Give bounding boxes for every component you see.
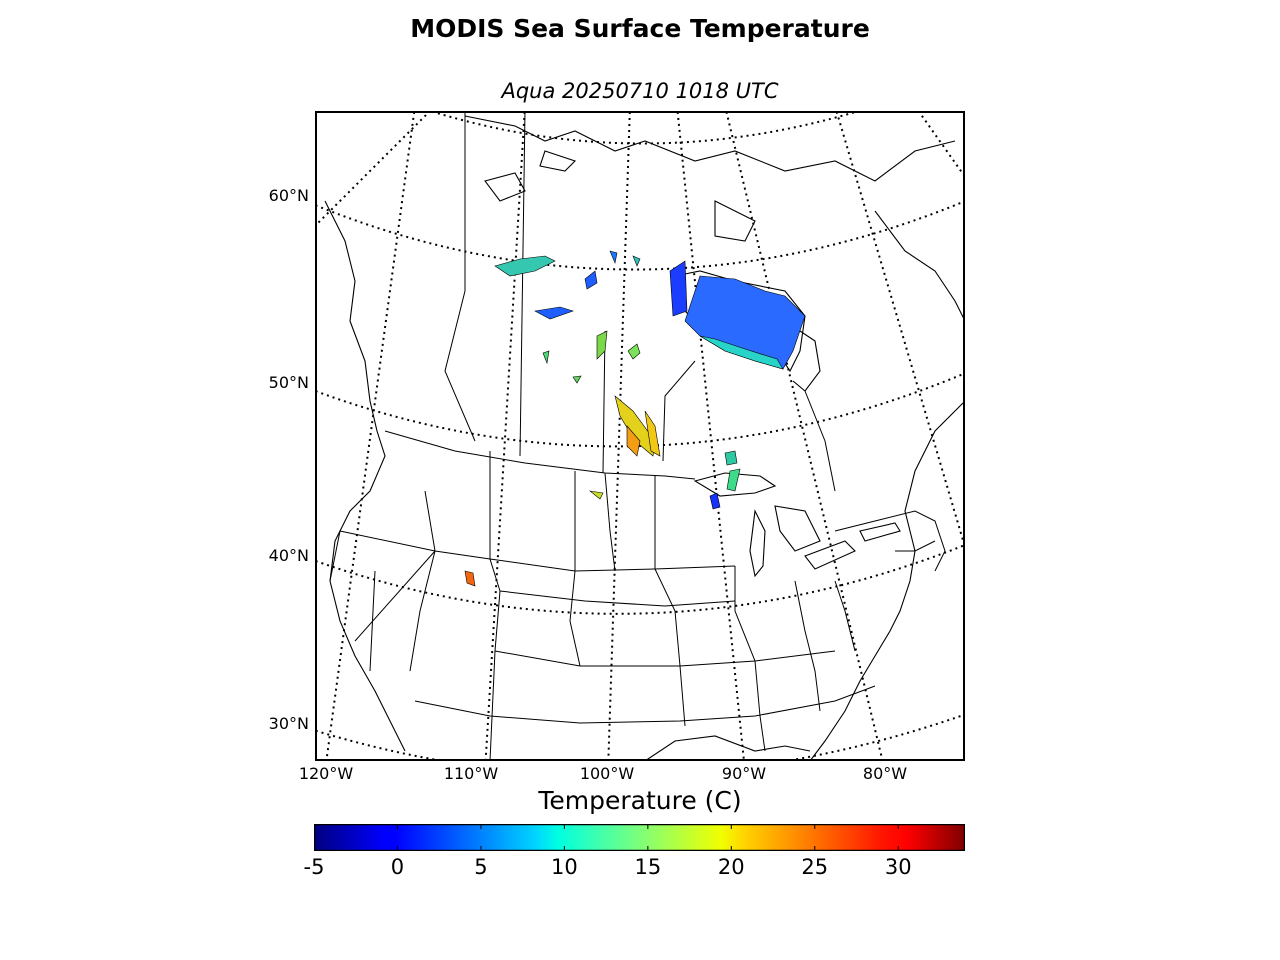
parallel-30n xyxy=(315,713,965,761)
chart-subtitle: Aqua 20250710 1018 UTC xyxy=(501,79,779,103)
colorbar-tick-label: 20 xyxy=(717,855,745,879)
arctic-island-2 xyxy=(484,172,526,202)
sst-data xyxy=(464,250,806,587)
colorbar-tick-label: 30 xyxy=(884,855,912,879)
state-borders-14 xyxy=(604,472,616,572)
sask-manitoba-border xyxy=(602,330,606,474)
lat-label-30n: 30°N xyxy=(268,714,309,733)
colorbar-tick-label: 25 xyxy=(801,855,829,879)
sst-hudson-bay-shelf xyxy=(699,335,784,370)
bc-alberta-border xyxy=(444,111,476,442)
sst-small-4 xyxy=(609,250,618,265)
sst-lake-winnipegosis xyxy=(596,330,608,360)
state-borders-15 xyxy=(354,550,436,642)
map-frame xyxy=(315,111,965,761)
lon-label-120w: 120°W xyxy=(298,764,354,783)
state-borders-16 xyxy=(369,570,376,672)
colorbar-tick-label: 10 xyxy=(551,855,578,879)
state-borders-8 xyxy=(494,650,836,667)
lake-huron xyxy=(774,505,821,552)
arctic-islands xyxy=(464,115,956,182)
sst-great-salt xyxy=(464,570,476,587)
manitoba-ontario-border xyxy=(662,360,696,462)
parallel-40n xyxy=(315,543,965,615)
sst-reindeer xyxy=(584,270,598,290)
arctic-island-3 xyxy=(539,150,577,172)
colorbar-tick-label: 0 xyxy=(390,855,405,879)
sst-cedar xyxy=(627,343,641,360)
lat-label-40n: 40°N xyxy=(268,546,309,565)
colorbar-tick-label: 5 xyxy=(474,855,488,879)
alberta-sask-border xyxy=(519,111,526,457)
sst-great-slave xyxy=(494,255,556,277)
sst-lake-superior xyxy=(724,450,738,466)
state-borders-5 xyxy=(569,471,581,667)
colorbar-tick-label: -5 xyxy=(303,855,325,879)
chart-title: MODIS Sea Surface Temperature xyxy=(410,14,870,43)
state-borders-13 xyxy=(895,540,936,552)
ontario-quebec-border xyxy=(804,390,836,492)
sst-small-5 xyxy=(632,255,641,267)
canada-us-border-east xyxy=(834,510,946,572)
sst-lake-winnipeg xyxy=(614,395,656,457)
sst-lake-winnipeg-south xyxy=(626,425,641,457)
pacific-coast xyxy=(324,200,406,752)
lat-label-60n: 60°N xyxy=(268,186,309,205)
lon-label-90w: 90°W xyxy=(721,764,767,783)
sst-hudson-west xyxy=(669,260,688,317)
lake-ontario xyxy=(859,522,901,542)
lon-label-110w: 110°W xyxy=(443,764,499,783)
coastlines xyxy=(324,115,965,761)
graticule-parallels xyxy=(315,111,965,761)
state-borders-4 xyxy=(489,451,501,761)
state-borders-12 xyxy=(834,580,856,652)
labrador-coast xyxy=(874,210,965,322)
lake-superior xyxy=(693,472,777,497)
sst-lake-michigan xyxy=(726,468,741,492)
meridian-80w xyxy=(725,111,884,761)
meridian-120w xyxy=(325,111,416,761)
meridian-70w xyxy=(835,111,965,551)
meridian-60w xyxy=(917,111,965,179)
sst-hudson-bay xyxy=(684,275,806,370)
sst-lake-nipigon xyxy=(709,492,721,510)
sst-small-3 xyxy=(588,490,604,500)
colorbar-gradient xyxy=(314,824,965,851)
colorbar-frame xyxy=(314,824,965,851)
sst-small-2 xyxy=(572,375,582,384)
political-borders xyxy=(329,111,946,761)
sst-lake-manitoba xyxy=(644,410,661,457)
graticule-meridians xyxy=(315,111,965,761)
state-borders-6 xyxy=(654,476,686,727)
lon-label-100w: 100°W xyxy=(579,764,635,783)
lake-erie xyxy=(804,540,856,570)
gulf-coast xyxy=(644,735,811,761)
arctic-island-4 xyxy=(714,200,756,242)
lat-label-50n: 50°N xyxy=(268,373,309,392)
james-bay xyxy=(784,320,821,392)
sst-athabasca xyxy=(534,306,574,320)
state-borders-3 xyxy=(409,490,436,672)
state-borders-1 xyxy=(339,530,736,572)
state-borders-7 xyxy=(499,590,736,607)
state-borders-11 xyxy=(794,580,821,712)
parallel-60n xyxy=(315,200,965,271)
sst-map xyxy=(315,111,965,761)
state-borders-10 xyxy=(734,566,766,752)
colorbar xyxy=(314,824,965,851)
lon-label-80w: 80°W xyxy=(862,764,908,783)
lake-michigan xyxy=(749,509,766,578)
state-borders-2 xyxy=(329,530,341,582)
colorbar-label: Temperature (C) xyxy=(538,786,742,815)
colorbar-tick-label: 15 xyxy=(634,855,662,879)
atlantic-coast xyxy=(809,400,965,761)
state-borders-9 xyxy=(414,685,876,724)
parallel-70n xyxy=(427,111,863,145)
sst-small-1 xyxy=(542,350,550,365)
canada-us-border xyxy=(384,430,696,480)
